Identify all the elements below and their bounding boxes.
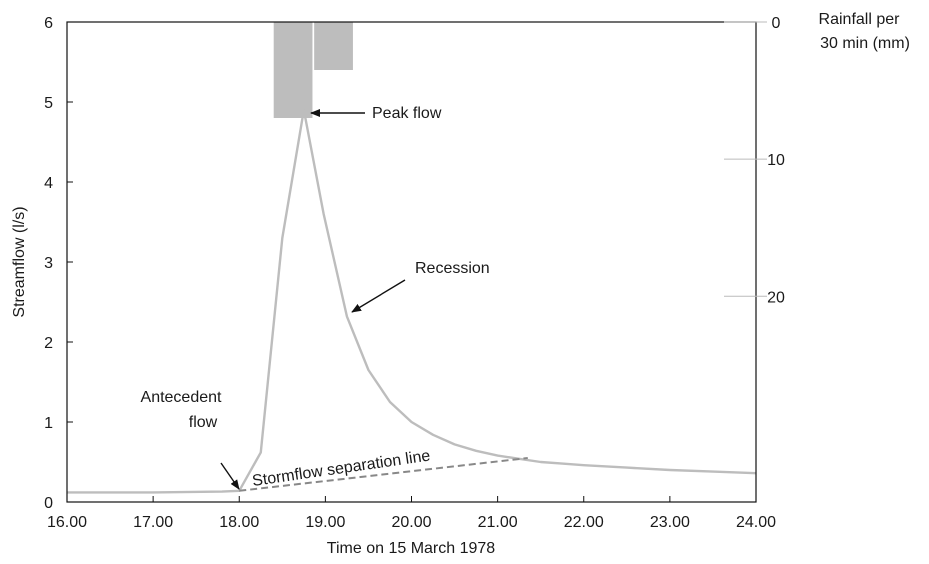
x-axis: 16.00 17.00 18.00 19.00 20.00 21.00 22.00 23.00… (47, 496, 776, 531)
x-tick-label: 17.00 (133, 514, 173, 531)
series-lines (67, 108, 757, 494)
y-axis: 0 1 2 3 4 5 6 (44, 15, 73, 512)
rainfall-bar (314, 22, 353, 70)
rainfall-tick-label: 10 (767, 152, 785, 169)
antecedent-flow-arrow (220, 462, 240, 490)
y-tick-label: 0 (44, 495, 53, 512)
y-tick-label: 6 (44, 15, 53, 32)
rainfall-axis-title-line2: 30 min (mm) (820, 35, 910, 52)
streamflow-line (67, 108, 757, 494)
x-tick-label: 23.00 (650, 514, 690, 531)
peak-flow-label: Peak flow (372, 105, 442, 122)
plot-frame (66, 21, 757, 503)
y-tick-label: 1 (44, 415, 53, 432)
recession-arrow (351, 279, 406, 313)
rainfall-bar (273, 22, 313, 118)
separation-line-label: Stormflow separation line (251, 447, 431, 489)
rainfall-axis: 0 10 20 (724, 15, 785, 306)
x-tick-label: 18.00 (219, 514, 259, 531)
x-tick-label: 22.00 (564, 514, 604, 531)
x-tick-label: 16.00 (47, 514, 87, 531)
y-tick-label: 2 (44, 335, 53, 352)
x-tick-label: 20.00 (391, 514, 431, 531)
x-axis-title: Time on 15 March 1978 (327, 540, 495, 557)
y-tick-label: 3 (44, 255, 53, 272)
x-tick-label: 21.00 (478, 514, 518, 531)
y-tick-label: 5 (44, 95, 53, 112)
rainfall-tick-label: 0 (772, 15, 781, 32)
x-tick-label: 24.00 (736, 514, 776, 531)
recession-label: Recession (415, 260, 490, 277)
y-axis-title: Streamflow (l/s) (11, 206, 28, 317)
antecedent-flow-label-line1: Antecedent (141, 389, 223, 406)
separation-line (239, 457, 528, 492)
rainfall-axis-title-line1: Rainfall per (819, 11, 901, 28)
antecedent-flow-label-line2: flow (189, 414, 218, 431)
y-tick-label: 4 (44, 175, 53, 192)
rainfall-bars (273, 22, 353, 118)
x-tick-label: 19.00 (305, 514, 345, 531)
rainfall-tick-label: 20 (767, 289, 785, 306)
